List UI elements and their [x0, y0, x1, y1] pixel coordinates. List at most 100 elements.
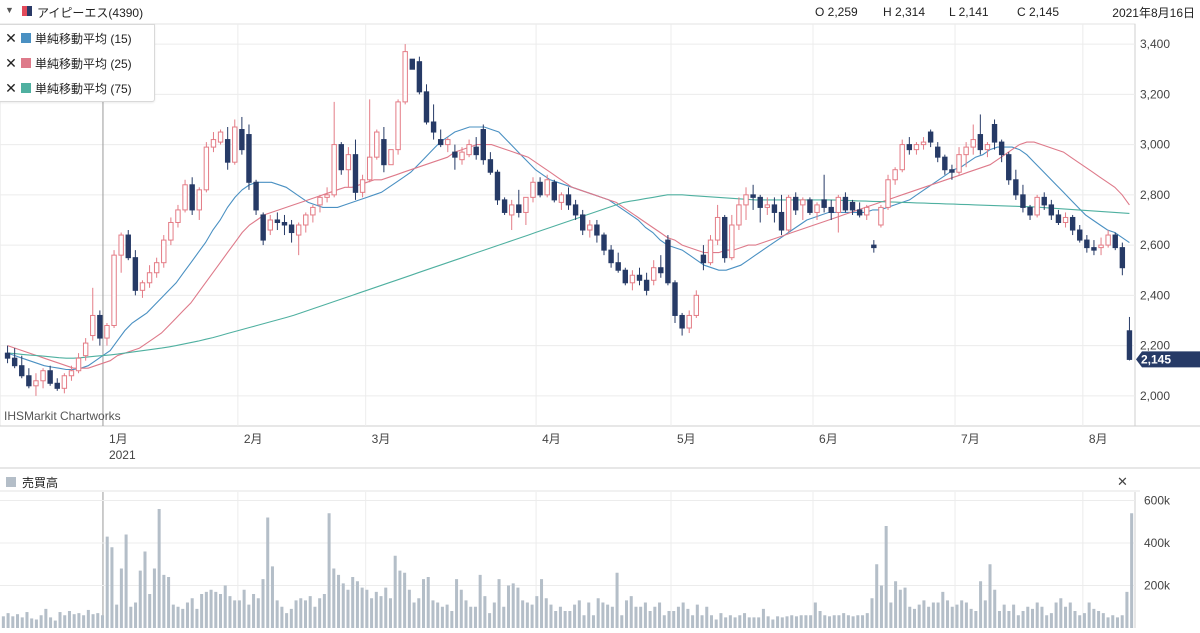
candle	[679, 312, 685, 336]
candle	[778, 194, 785, 236]
candle	[920, 137, 927, 150]
volume-bar	[1045, 615, 1049, 628]
close-icon[interactable]: ✕	[5, 79, 17, 96]
volume-bar	[535, 596, 539, 628]
volume-bar	[1054, 602, 1058, 628]
volume-bar	[242, 589, 246, 628]
candle-body	[757, 196, 763, 208]
legend-item-ma25: ✕ 単純移動平均 (25)	[0, 51, 132, 75]
volume-bar	[620, 615, 624, 628]
volume-bar	[964, 602, 968, 628]
candle	[800, 197, 806, 220]
volume-bar	[200, 594, 204, 628]
volume-bar	[134, 602, 138, 628]
candle	[1034, 194, 1040, 218]
x-tick-label: 6月	[819, 432, 838, 446]
volume-bar	[171, 604, 175, 628]
candle-body	[132, 257, 139, 291]
volume-bar	[91, 614, 95, 628]
candle-body	[4, 352, 11, 359]
volume-bar	[766, 616, 770, 628]
candle-body	[224, 139, 231, 163]
volume-bar	[1, 616, 5, 628]
close-icon[interactable]: ✕	[5, 54, 17, 71]
candle	[785, 194, 792, 233]
candle	[906, 137, 913, 155]
candle	[274, 212, 281, 231]
y-tick-label: 3,400	[1140, 37, 1170, 51]
candle	[998, 139, 1005, 163]
candle	[842, 192, 849, 213]
close-icon[interactable]: ✕	[5, 29, 17, 46]
volume-bar	[86, 609, 90, 628]
candle-body	[196, 189, 202, 211]
volume-bar	[695, 604, 699, 628]
volume-bar	[667, 611, 671, 628]
volume-bar	[719, 613, 723, 628]
volume-bar	[676, 606, 680, 628]
candle	[956, 147, 962, 175]
legend-label: 単純移動平均 (15)	[35, 31, 132, 46]
candle	[260, 212, 266, 246]
legend-swatch	[21, 33, 31, 43]
candle	[196, 187, 202, 220]
candle	[651, 260, 657, 286]
candle-body	[963, 146, 969, 156]
volume-bar	[228, 596, 232, 628]
candle	[942, 154, 948, 175]
volume-bar	[771, 619, 775, 628]
volume-bar	[558, 606, 562, 628]
candle	[1112, 232, 1118, 251]
ma15-line	[7, 126, 1130, 371]
volume-bar	[776, 616, 780, 628]
volume-bar	[757, 617, 761, 628]
candle	[33, 373, 39, 396]
volume-bar	[1073, 611, 1077, 628]
flag-icon	[22, 6, 32, 16]
volume-bar	[724, 617, 728, 628]
candle	[665, 235, 671, 286]
candle-body	[217, 131, 224, 143]
candle	[1069, 214, 1076, 236]
candle-body	[672, 282, 678, 316]
candle-body	[1048, 204, 1055, 216]
candle-body	[651, 267, 657, 281]
candle-body	[1077, 229, 1083, 241]
volume-bar	[525, 602, 529, 628]
candle	[82, 338, 89, 361]
volume-bar	[686, 608, 690, 628]
candle	[466, 139, 472, 158]
candle	[864, 204, 870, 220]
volume-bar	[119, 568, 123, 628]
candle	[1119, 242, 1126, 276]
candle-body	[189, 184, 195, 211]
volume-bar	[931, 602, 935, 628]
volume-bar	[705, 606, 709, 628]
candle-body	[125, 234, 131, 259]
volume-bar	[299, 598, 303, 628]
volume-bar	[455, 579, 459, 628]
volume-bar	[407, 589, 411, 628]
candle-body	[487, 159, 494, 173]
chevron-down-icon[interactable]: ▼	[5, 5, 14, 15]
volume-bar	[110, 547, 114, 628]
candle	[253, 179, 259, 215]
x-tick-label: 5月	[677, 432, 696, 446]
volume-bar	[247, 604, 251, 628]
volume-bar	[256, 598, 260, 628]
volume-bar	[1021, 611, 1025, 628]
candle-body	[402, 51, 408, 103]
volume-bar	[190, 598, 194, 628]
volume-bar	[1068, 602, 1072, 628]
candle-body	[970, 139, 976, 148]
legend-item-ma75: ✕ 単純移動平均 (75)	[0, 76, 132, 100]
candle	[239, 116, 245, 155]
candle	[203, 142, 210, 193]
year-label: 2021	[109, 448, 136, 462]
candle	[643, 272, 650, 296]
volume-bar	[152, 568, 156, 628]
close-icon[interactable]: ✕	[1117, 474, 1128, 489]
volume-bar	[700, 615, 704, 628]
candle	[146, 265, 153, 288]
candle-body	[288, 224, 295, 234]
